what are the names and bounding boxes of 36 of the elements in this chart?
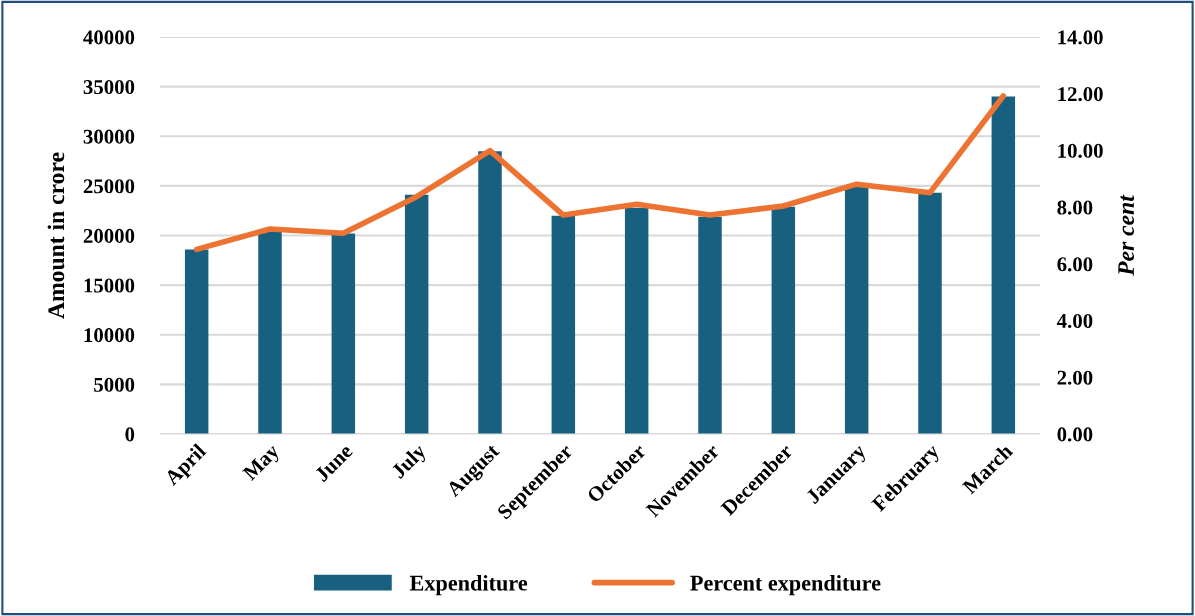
y-tick-label: 10000 [84, 328, 135, 343]
y-tick-label: 5000 [94, 377, 135, 392]
legend-label: Expenditure [409, 574, 528, 596]
y2-tick-label: 4.00 [1056, 313, 1093, 329]
bar [478, 151, 502, 434]
legend-label: Percent expenditure [690, 574, 881, 596]
y-axis-title: Amount in crore [47, 152, 65, 319]
x-tick-label: June [314, 443, 354, 483]
bar [918, 192, 942, 434]
bar [991, 96, 1016, 434]
bar [624, 207, 649, 434]
y2-tick-label: 2.00 [1057, 370, 1093, 385]
bar [844, 186, 869, 434]
y2-tick-label: 8.00 [1057, 200, 1093, 215]
y-tick-label: 40000 [83, 30, 135, 45]
y-tick-label: 15000 [84, 278, 135, 293]
y-tick-label: 30000 [83, 129, 135, 144]
bar [258, 230, 282, 434]
y2-tick-label: 12.00 [1058, 87, 1103, 102]
x-tick-label: May [242, 443, 284, 485]
y-tick-label: 35000 [83, 80, 135, 95]
y2-tick-label: 0.00 [1057, 427, 1093, 442]
bar [698, 216, 722, 434]
y2-tick-label: 6.00 [1057, 257, 1093, 272]
bar [771, 206, 796, 434]
bar [404, 194, 429, 434]
y2-tick-label: 14.00 [1058, 30, 1103, 45]
bar [551, 215, 576, 434]
bar [331, 233, 356, 434]
y2-tick-label: 10.00 [1058, 143, 1103, 158]
y-tick-label: 20000 [83, 228, 135, 243]
y-tick-label: 0 [125, 427, 135, 442]
y2-axis-title: Per cent [1118, 194, 1135, 276]
y-tick-label: 25000 [83, 179, 135, 194]
bar [184, 249, 209, 434]
x-tick-label: July [390, 442, 430, 483]
